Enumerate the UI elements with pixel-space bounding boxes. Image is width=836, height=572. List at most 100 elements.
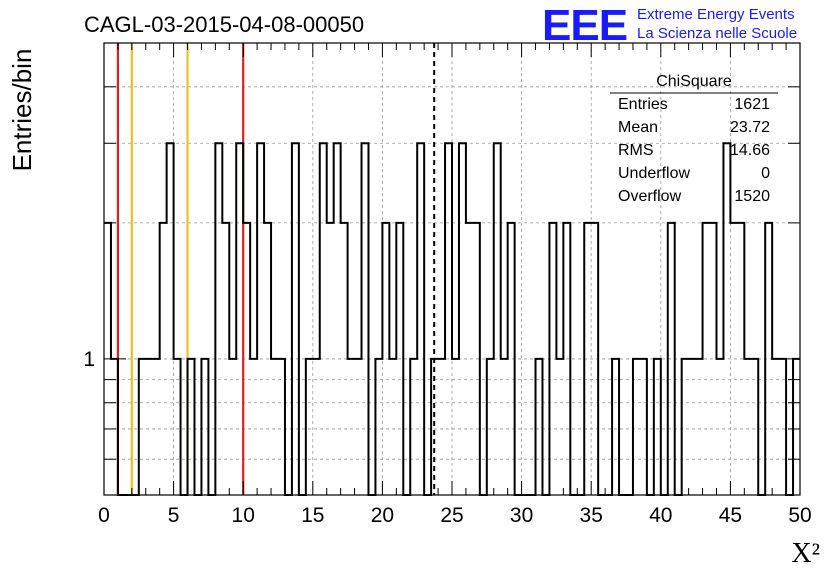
histogram-bin [264,223,271,495]
x-tick-label: 15 [301,504,324,527]
stats-row: Mean 23.72 [618,119,770,136]
histogram-bin [431,359,438,495]
x-tick-label: 40 [649,504,672,527]
stats-row-value: 0 [761,165,770,182]
y-tick-label: 1 [83,348,95,371]
histogram-bin [236,143,243,495]
stats-row: Underflow 0 [618,165,770,182]
stats-rows: Entries 1621 Mean 23.72 RMS 14.66 Underflow 0 Ov… [618,96,770,205]
x-tick-label: 5 [168,504,180,527]
histogram-bin [723,143,730,495]
histogram-bin [229,359,236,495]
histogram-bin [375,359,382,495]
histogram-bin [348,359,355,495]
histogram-bin [772,359,779,495]
histogram-bin [292,143,299,495]
stats-row-value: 1520 [734,188,770,205]
histogram-bin [591,223,598,495]
histogram-bin [139,359,146,495]
x-tick-label: 35 [580,504,603,527]
histogram-bin [438,359,445,495]
histogram-bin [445,143,452,495]
stats-box: ChiSquare Entries 1621 Mean 23.72 RMS 14.66 Un… [610,73,778,205]
x-tick-label: 45 [719,504,742,527]
stats-row-value: 1621 [734,96,770,113]
histogram-bin [396,223,403,495]
logo-letters: EEE [542,1,627,50]
histogram-bin [362,143,369,495]
histogram-bin [682,359,689,495]
axis-ticks [103,43,801,495]
histogram-outline [104,142,800,496]
x-tick-label: 10 [232,504,255,527]
stats-row: RMS 14.66 [618,142,770,159]
stats-title: ChiSquare [656,73,732,90]
histogram-bin [494,143,501,495]
histogram-bin [765,223,772,495]
histogram-bin [466,223,473,495]
histogram-bin [779,359,786,495]
histogram-bin [306,359,313,495]
histogram-bin [174,359,181,495]
histogram-bin [355,359,362,495]
histogram-bin [536,359,543,495]
chart-title: CAGL-03-2015-04-08-00050 [84,12,364,37]
histogram-series [104,142,800,496]
histogram-bin [737,223,744,495]
x-tick-labels: 0 5 10 15 20 25 30 35 40 45 50 [98,504,812,527]
histogram-bin [612,359,619,495]
logo-line-1: Extreme Energy Events [637,6,795,23]
histogram-bin [584,223,591,495]
histogram-bin [215,143,222,495]
histogram-bin [257,143,264,495]
histogram-bin [341,223,348,495]
x-tick-label: 50 [788,504,811,527]
histogram-bin [243,223,250,495]
histogram-bin [710,223,717,495]
histogram-bin [696,359,703,495]
histogram-bin [417,143,424,495]
y-tick-labels: 1 [83,348,95,371]
y-axis-title: Entries/bin [7,49,37,172]
histogram-bin [633,359,640,495]
stats-row: Entries 1621 [618,96,770,113]
histogram-bin [654,359,661,495]
histogram-bin [744,359,751,495]
x-tick-label: 30 [510,504,533,527]
histogram-bin [689,359,696,495]
stats-row-value: 14.66 [730,142,770,159]
histogram-bin [160,223,167,495]
histogram-bin [146,359,153,495]
histogram-bin [167,143,174,495]
histogram-bin [459,143,466,495]
histogram-bin [320,143,327,495]
stats-row-label: Mean [618,119,658,136]
histogram-bin [473,223,480,495]
stats-row-label: RMS [618,142,654,159]
x-tick-label: 20 [371,504,394,527]
histogram-bin [250,359,257,495]
stats-row-label: Underflow [618,165,690,182]
stats-row-label: Entries [618,96,668,113]
histogram-bin [640,359,647,495]
histogram-bin [452,359,459,495]
histogram-bin [271,359,278,495]
histogram-bin [327,223,334,495]
stats-row-label: Overflow [618,188,682,205]
histogram-bin [313,359,320,495]
histogram-bin [563,223,570,495]
histogram-bin [188,359,195,495]
histogram-bin [153,359,160,495]
histogram-bin [716,359,723,495]
histogram-bin [501,359,508,495]
histogram-bin [222,223,229,495]
histogram-bin [508,223,515,495]
histogram-bin [556,359,563,495]
histogram-bin [201,359,208,495]
x-tick-label: 0 [98,504,110,527]
histogram-bin [278,359,285,495]
histogram-bin [730,223,737,495]
histogram-bin [549,223,556,495]
histogram-bin [410,359,417,495]
